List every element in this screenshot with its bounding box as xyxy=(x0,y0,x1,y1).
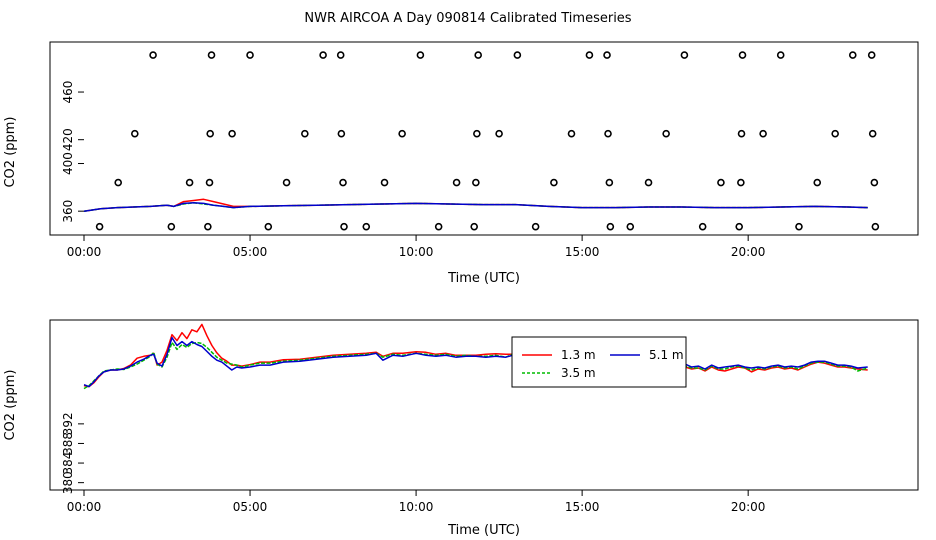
x-tick-label: 05:00 xyxy=(233,500,268,514)
calibration-point xyxy=(204,222,212,231)
calibration-point xyxy=(626,222,635,231)
calibration-point xyxy=(472,178,480,187)
y-tick-label: 384 xyxy=(61,452,75,475)
calibration-point xyxy=(282,178,291,187)
series-line-1-3-m xyxy=(83,198,868,212)
calibration-point xyxy=(831,129,839,138)
calibration-point xyxy=(735,222,744,231)
calibration-point xyxy=(871,222,880,231)
y-tick-label: 388 xyxy=(61,432,75,455)
calibration-point xyxy=(340,222,348,231)
top-y-axis-label: CO2 (ppm) xyxy=(3,116,18,187)
calibration-point xyxy=(380,178,389,187)
calibration-point xyxy=(337,129,346,138)
bottom-y-axis-label: CO2 (ppm) xyxy=(3,369,18,440)
calibration-point xyxy=(167,222,176,231)
calibration-point xyxy=(738,51,747,59)
top-x-axis-label: Time (UTC) xyxy=(447,271,520,286)
top-plot-frame xyxy=(49,41,919,236)
calibration-point xyxy=(870,178,879,187)
calibration-point xyxy=(398,129,406,138)
calibration-point xyxy=(813,178,822,187)
legend-label-3-5m: 3.5 m xyxy=(561,366,596,380)
y-tick-label: 380 xyxy=(61,471,75,494)
calibration-point xyxy=(416,51,425,59)
calibration-point xyxy=(662,129,670,138)
calibration-point xyxy=(585,51,594,59)
legend-box xyxy=(511,336,687,388)
calibration-point xyxy=(470,222,478,231)
calibration-point xyxy=(264,222,273,231)
calibration-point xyxy=(95,222,104,231)
calibration-point xyxy=(246,51,254,59)
calibration-point xyxy=(513,51,522,59)
calibration-point xyxy=(868,129,877,138)
bottom-x-axis-label: Time (UTC) xyxy=(447,523,520,538)
calibration-point xyxy=(550,178,558,187)
calibration-point xyxy=(207,51,216,59)
calibration-point xyxy=(795,222,803,231)
legend-label-1-3m: 1.3 m xyxy=(561,348,596,362)
calibration-point xyxy=(698,222,707,231)
y-tick-label: 360 xyxy=(61,200,75,223)
calibration-point xyxy=(434,222,443,231)
calibration-point xyxy=(531,222,540,231)
calibration-point xyxy=(644,178,653,187)
x-tick-label: 20:00 xyxy=(731,245,766,259)
calibration-point xyxy=(867,51,876,59)
calibration-point xyxy=(848,51,857,59)
calibration-point xyxy=(473,129,481,138)
calibration-point xyxy=(319,51,327,59)
legend: 1.3 m 3.5 m 5.1 m xyxy=(511,336,687,388)
x-tick-label: 20:00 xyxy=(731,500,766,514)
x-tick-label: 00:00 xyxy=(67,245,102,259)
series-line-1-3-m xyxy=(83,323,868,388)
x-tick-label: 05:00 xyxy=(233,245,268,259)
series-line-5-1-m xyxy=(83,336,868,388)
calibration-point xyxy=(362,222,371,231)
x-tick-label: 00:00 xyxy=(67,500,102,514)
calibration-point xyxy=(206,129,214,138)
calibration-point xyxy=(452,178,461,187)
calibration-point xyxy=(605,178,614,187)
calibration-point xyxy=(680,51,689,59)
calibration-point xyxy=(737,129,746,138)
series-line-5-1-m xyxy=(83,202,868,212)
calibration-point xyxy=(737,178,745,187)
calibration-point xyxy=(776,51,785,59)
y-tick-label: 400 xyxy=(61,152,75,175)
y-tick-label: 420 xyxy=(61,128,75,151)
calibration-point xyxy=(604,129,612,138)
y-tick-label: 392 xyxy=(61,412,75,435)
calibration-point xyxy=(606,222,615,231)
calibration-point xyxy=(339,178,347,187)
calibration-point xyxy=(114,178,123,187)
x-tick-label: 10:00 xyxy=(399,245,434,259)
calibration-point xyxy=(495,129,503,138)
calibration-point xyxy=(228,129,236,138)
calibration-point xyxy=(131,129,139,138)
calibration-point xyxy=(336,51,345,59)
calibration-point xyxy=(185,178,194,187)
bottom-plot-frame xyxy=(49,319,919,491)
x-tick-label: 10:00 xyxy=(399,500,434,514)
y-tick-label: 460 xyxy=(61,81,75,104)
calibration-point xyxy=(474,51,482,59)
series-line-3-5-m xyxy=(83,341,868,390)
calibration-point xyxy=(567,129,576,138)
calibration-point xyxy=(603,51,611,59)
x-tick-label: 15:00 xyxy=(565,500,600,514)
x-tick-label: 15:00 xyxy=(565,245,600,259)
calibration-point xyxy=(205,178,214,187)
chart-title: NWR AIRCOA A Day 090814 Calibrated Times… xyxy=(304,11,631,26)
calibration-point xyxy=(759,129,767,138)
calibration-point xyxy=(149,51,157,59)
calibration-point xyxy=(717,178,725,187)
calibration-point xyxy=(301,129,309,138)
legend-label-5-1m: 5.1 m xyxy=(649,348,684,362)
